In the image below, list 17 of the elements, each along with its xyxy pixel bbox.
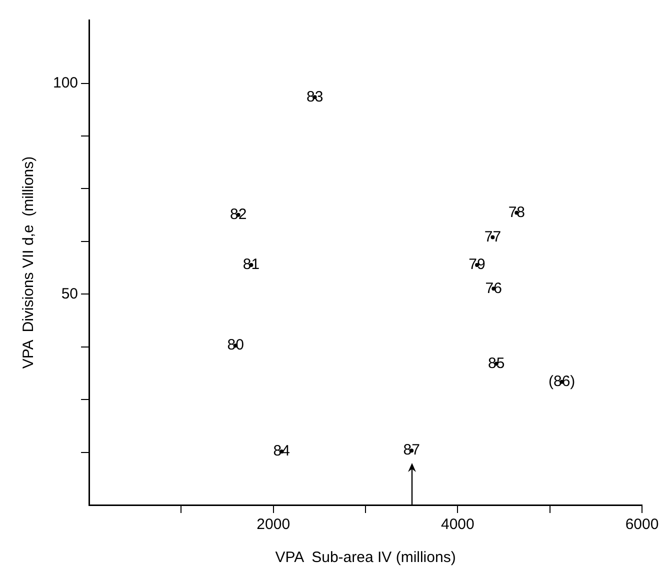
annotation: 83 <box>306 88 324 106</box>
x-tick-label: 6000 <box>625 516 659 534</box>
annotation: 81 <box>242 256 260 274</box>
annotation: 76 <box>485 280 502 297</box>
annotation: (86) <box>548 372 576 390</box>
annotation: 77 <box>484 228 502 246</box>
x-tick-label: 2000 <box>256 516 290 534</box>
annotation: 78 <box>508 204 526 221</box>
x-axis-title: VPA Sub-area IV (millions) <box>275 549 456 566</box>
annotation: 82 <box>230 206 247 223</box>
x-tick-label: 4000 <box>440 516 474 534</box>
y-tick-label: 50 <box>61 285 78 302</box>
y-axis-title: VPA Divisions VII d,e (millions) <box>20 156 38 369</box>
annotation: 85 <box>488 354 505 372</box>
annotation: 79 <box>468 256 486 274</box>
annotation: 87 <box>403 442 420 459</box>
y-tick-label: 100 <box>52 74 78 92</box>
